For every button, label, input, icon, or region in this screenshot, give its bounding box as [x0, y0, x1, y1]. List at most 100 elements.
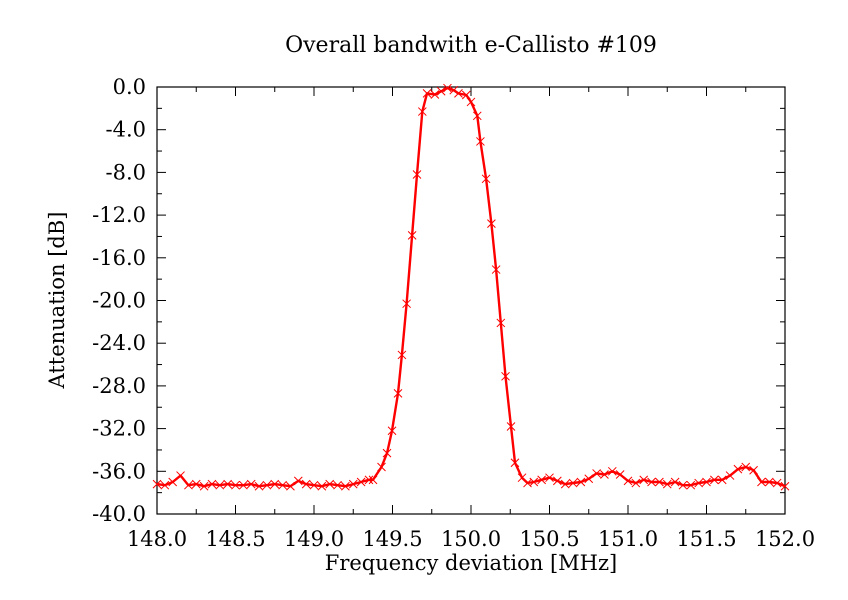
data-point-marker — [382, 448, 392, 458]
y-axis-label: Attenuation [dB] — [45, 212, 69, 390]
data-point-marker — [662, 479, 672, 489]
data-point-marker — [191, 479, 201, 489]
data-point-marker — [407, 231, 417, 240]
data-point-marker — [417, 107, 427, 116]
data-point-marker — [631, 478, 641, 488]
x-tick-label: 152.0 — [755, 527, 815, 551]
data-point-marker — [702, 477, 711, 487]
x-tick-label: 150.5 — [519, 527, 579, 551]
data-point-marker — [476, 137, 485, 146]
x-axis-label: Frequency deviation [MHz] — [325, 551, 618, 575]
data-point-marker — [262, 480, 272, 490]
data-point-marker — [741, 462, 751, 472]
data-point-marker — [501, 371, 510, 381]
data-point-marker — [647, 477, 656, 487]
data-point-marker — [176, 471, 185, 480]
y-tick-label: -36.0 — [92, 459, 146, 483]
data-point-marker — [491, 265, 501, 274]
data-point-marker — [623, 476, 633, 486]
data-point-marker — [686, 480, 696, 490]
data-point-marker — [678, 480, 688, 490]
data-point-marker — [709, 475, 719, 485]
x-tick-label: 150.0 — [441, 527, 501, 551]
data-point-marker — [199, 481, 209, 491]
plot-frame — [156, 86, 786, 515]
data-point-marker — [537, 475, 547, 485]
data-point-marker — [309, 480, 319, 490]
data-point-marker — [238, 480, 248, 490]
data-point-marker — [615, 470, 625, 479]
data-point-marker — [246, 479, 256, 489]
data-point-marker — [466, 97, 476, 107]
data-point-marker — [333, 480, 342, 490]
data-point-marker — [496, 318, 506, 328]
y-tick-label: -16.0 — [92, 246, 146, 270]
data-point-marker — [510, 458, 520, 468]
data-point-marker — [402, 299, 411, 309]
data-point-marker — [356, 477, 366, 487]
y-tick-label: -40.0 — [92, 502, 146, 526]
y-tick-label: 0.0 — [113, 75, 146, 99]
data-point-marker — [168, 477, 178, 487]
data-point-marker — [215, 480, 225, 490]
data-point-marker — [780, 481, 790, 491]
y-tick-label: -4.0 — [106, 118, 147, 142]
data-point-marker — [387, 426, 397, 436]
data-point-marker — [461, 90, 471, 100]
data-point-marker — [552, 476, 562, 486]
data-point-marker — [412, 170, 422, 179]
y-tick-label: -32.0 — [92, 417, 146, 441]
data-point-marker — [506, 422, 516, 431]
series-line — [156, 86, 786, 488]
data-point-marker — [377, 462, 386, 472]
data-point-marker — [529, 477, 539, 487]
data-point-marker — [576, 477, 586, 487]
data-point-marker — [317, 481, 327, 491]
data-point-marker — [301, 479, 311, 489]
data-point-marker — [592, 469, 601, 478]
data-point-marker — [733, 464, 743, 474]
data-point-marker — [764, 477, 774, 487]
chart-title: Overall bandwith e-Callisto #109 — [285, 33, 657, 58]
data-point-marker — [655, 477, 664, 487]
data-point-marker — [545, 473, 554, 483]
x-tick-label: 148.0 — [127, 527, 187, 551]
x-tick-label: 148.5 — [205, 527, 265, 551]
data-point-marker — [757, 477, 766, 487]
data-point-marker — [231, 480, 240, 490]
data-point-marker — [152, 479, 162, 489]
data-point-marker — [772, 478, 782, 488]
y-tick-label: -24.0 — [92, 331, 146, 355]
data-point-marker — [694, 478, 704, 488]
data-point-marker — [717, 475, 727, 485]
data-point-marker — [430, 90, 440, 99]
data-point-marker — [560, 479, 570, 489]
data-point-marker — [223, 479, 233, 489]
data-point-marker — [293, 476, 303, 486]
data-point-marker — [184, 480, 193, 490]
data-point-marker — [639, 475, 649, 485]
data-point-marker — [422, 89, 432, 98]
data-point-marker — [436, 86, 446, 96]
data-point-marker — [449, 85, 459, 95]
data-point-marker — [160, 480, 170, 490]
x-tick-label: 149.5 — [362, 527, 422, 551]
data-point-marker — [481, 174, 491, 184]
y-tick-label: -28.0 — [92, 374, 146, 398]
data-point-marker — [368, 475, 378, 485]
data-point-marker — [278, 480, 287, 490]
data-point-marker — [443, 83, 452, 93]
data-point-marker — [270, 479, 280, 489]
data-point-marker — [584, 474, 594, 484]
data-point-marker — [341, 481, 350, 491]
x-tick-label: 151.0 — [598, 527, 658, 551]
data-point-marker — [254, 481, 264, 491]
y-tick-label: -8.0 — [106, 160, 147, 184]
data-point-marker — [325, 479, 335, 489]
data-point-marker — [364, 475, 374, 485]
data-point-marker — [487, 219, 496, 228]
data-point-marker — [393, 389, 403, 398]
data-point-marker — [472, 111, 482, 121]
x-tick-label: 151.5 — [676, 527, 736, 551]
